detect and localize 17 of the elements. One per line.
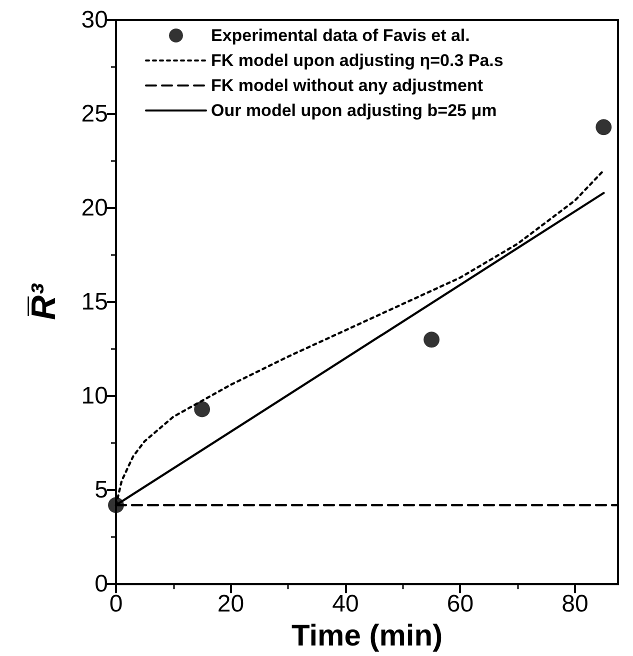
y-tick-label: 25 xyxy=(81,100,108,128)
y-axis-title: R̅³ xyxy=(25,282,63,320)
legend-label: FK model upon adjusting η=0.3 Pa.s xyxy=(211,51,504,70)
x-tick-label: 20 xyxy=(217,590,244,618)
x-tick-label: 40 xyxy=(332,590,359,618)
y-tick-label: 5 xyxy=(94,476,108,504)
x-axis-title: Time (min) xyxy=(291,620,443,652)
y-tick-label: 0 xyxy=(94,570,108,598)
x-tick-label: 60 xyxy=(446,590,474,618)
y-tick-label: 20 xyxy=(81,194,108,222)
y-tick-label: 30 xyxy=(81,6,108,34)
legend-label: FK model without any adjustment xyxy=(211,76,484,95)
x-tick-label: 80 xyxy=(562,590,588,618)
legend-label: Our model upon adjusting b=25 μm xyxy=(211,101,497,120)
legend-label: Experimental data of Favis et al. xyxy=(211,26,470,45)
y-tick-label: 10 xyxy=(81,382,108,410)
y-tick-label: 15 xyxy=(81,288,108,316)
